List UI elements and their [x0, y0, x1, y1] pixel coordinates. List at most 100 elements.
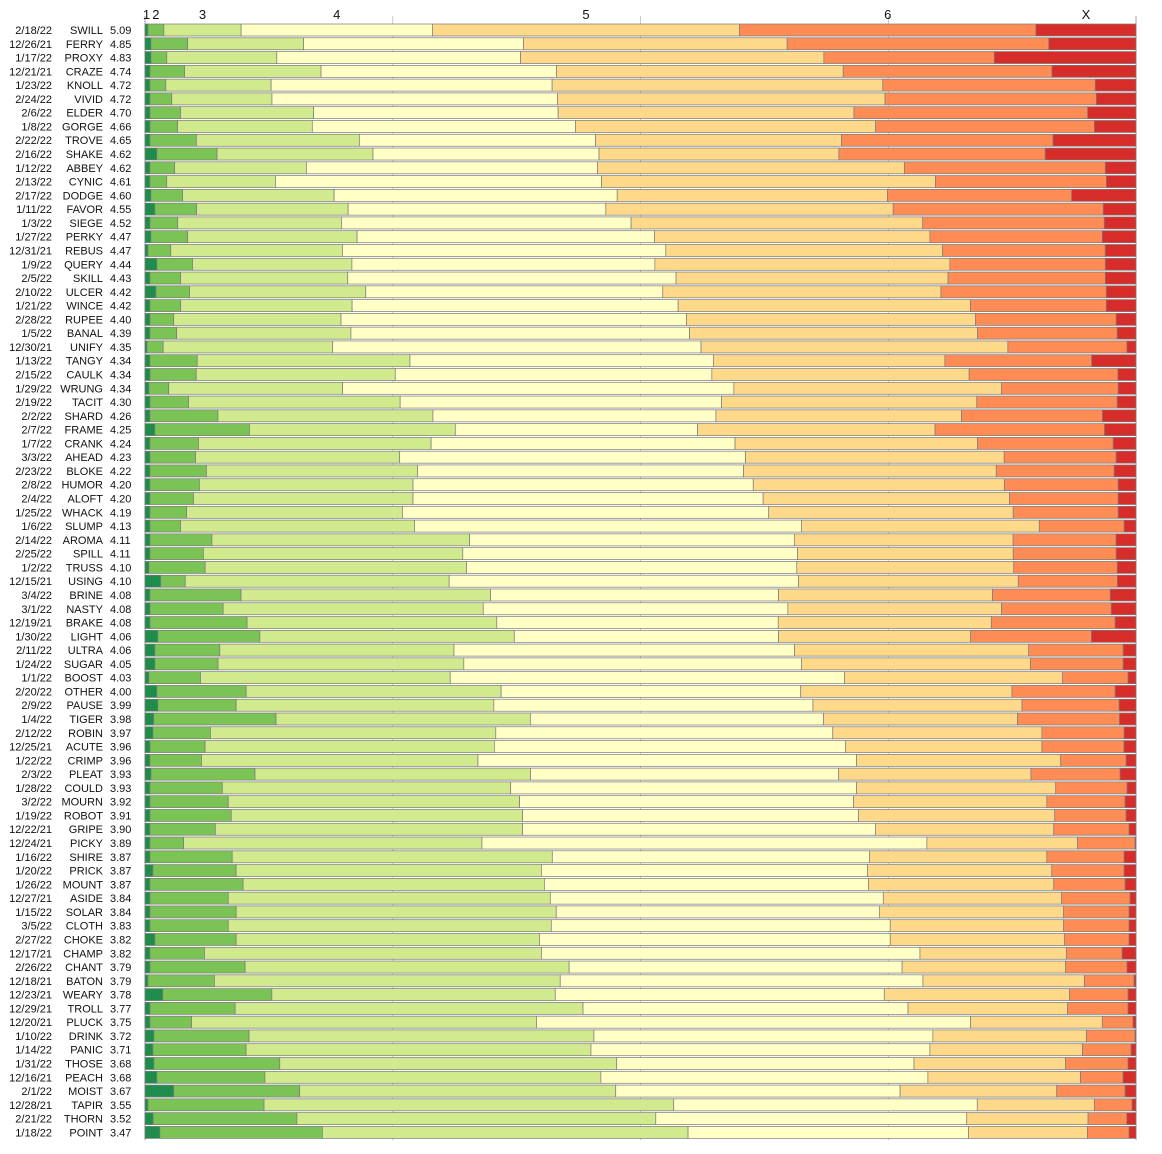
row-date-label: 12/26/21 [9, 39, 52, 51]
bar-segment-could-5 [856, 781, 1057, 795]
bar-segment-query-6 [949, 257, 1106, 271]
bar-segment-rebus-3 [170, 244, 343, 257]
bar-segment-thorn-3 [296, 1112, 657, 1125]
row-word-label: PEACH [65, 1072, 103, 1084]
row-average-label: 3.82 [110, 948, 131, 960]
bar-segment-rupee-6 [975, 313, 1117, 326]
bar-segment-troll-1 [144, 1002, 151, 1015]
row-average-label: 3.87 [110, 866, 131, 878]
row-word-label: BRAKE [66, 618, 103, 630]
bar-segment-slump-x [1123, 519, 1137, 533]
row-date-label: 12/17/21 [9, 948, 52, 960]
bar-segment-ahead-3 [195, 450, 401, 464]
bar-segment-vivid-1 [144, 92, 151, 106]
bar-segment-choke-2 [154, 933, 237, 946]
row-average-label: 4.25 [110, 425, 131, 437]
bar-segment-pluck-x [1132, 1015, 1137, 1029]
bar-segment-prick-5 [867, 864, 1053, 877]
row-date-label: 1/2/22 [21, 562, 52, 574]
row-average-label: 4.34 [110, 370, 131, 382]
bar-segment-baton-1 [144, 974, 149, 988]
bar-segment-wrung-4 [342, 381, 735, 395]
bar-segment-light-6 [970, 629, 1092, 643]
bar-segment-sugar-6 [1030, 657, 1124, 671]
row-average-label: 4.19 [110, 507, 131, 519]
bar-segment-aroma-x [1115, 533, 1137, 547]
bar-segment-craze-6 [842, 64, 1053, 78]
bar-segment-proxy-1 [144, 51, 152, 64]
row-average-label: 3.72 [110, 1031, 131, 1043]
row-average-label: 3.78 [110, 990, 131, 1002]
row-word-label: PAUSE [67, 700, 103, 712]
bar-segment-skill-2 [149, 271, 181, 285]
bar-segment-champ-3 [204, 946, 542, 960]
bar-segment-ahead-x [1115, 450, 1137, 464]
row-average-label: 5.09 [110, 25, 131, 37]
bar-segment-nasty-5 [787, 602, 1002, 616]
bar-segment-champ-5 [919, 946, 1067, 960]
bar-segment-tangy-x [1091, 354, 1137, 368]
row-average-label: 3.96 [110, 755, 131, 767]
top-label-x: X [1082, 7, 1091, 22]
bar-segment-pause-x [1118, 698, 1137, 712]
bar-segment-banal-x [1116, 326, 1137, 340]
bar-segment-ferry-3 [187, 37, 304, 51]
row-date-label: 2/13/22 [15, 177, 52, 189]
bar-segment-ahead-2 [149, 450, 196, 464]
row-average-label: 4.44 [110, 259, 131, 271]
bar-segment-query-1 [144, 257, 158, 271]
bar-segment-whack-2 [149, 505, 187, 519]
bar-segment-aroma-5 [793, 533, 1014, 547]
bar-segment-cloth-x [1128, 919, 1137, 933]
bar-segment-siege-x [1103, 216, 1137, 230]
row-word-label: CAULK [66, 370, 103, 382]
bar-segment-proxy-3 [166, 51, 278, 64]
bar-segment-knoll-5 [551, 78, 884, 92]
bar-segment-could-3 [221, 781, 512, 795]
row-date-label: 3/5/22 [21, 921, 52, 933]
bar-segment-crank-3 [198, 437, 432, 450]
bar-segment-shard-x [1102, 409, 1137, 423]
bar-segment-gorge-5 [575, 120, 876, 133]
bar-segment-frame-2 [154, 423, 250, 436]
bar-segment-crank-6 [977, 437, 1114, 450]
bar-segment-swill-x [1035, 23, 1137, 37]
bar-segment-drink-x [1134, 1029, 1137, 1043]
bar-segment-troll-4 [582, 1002, 909, 1015]
bar-segment-caulk-3 [195, 368, 396, 381]
bar-segment-brake-2 [149, 616, 248, 629]
row-date-label: 12/23/21 [9, 990, 52, 1002]
bar-segment-choke-3 [235, 933, 540, 946]
bar-segment-rupee-1 [144, 313, 151, 326]
row-average-label: 4.43 [110, 273, 131, 285]
bar-segment-ahead-1 [144, 450, 151, 464]
bar-segment-gorge-x [1094, 120, 1137, 133]
row-date-label: 1/20/22 [15, 866, 52, 878]
row-date-label: 2/19/22 [15, 397, 52, 409]
bar-segment-humor-6 [1004, 478, 1119, 492]
bar-segment-slump-2 [149, 519, 181, 533]
bar-segment-moist-x [1124, 1084, 1137, 1098]
row-date-label: 1/8/22 [21, 121, 52, 133]
bar-segment-pluck-1 [144, 1015, 151, 1029]
bar-segment-ultra-6 [1028, 643, 1124, 657]
bar-segment-crimp-x [1125, 753, 1137, 767]
bar-segment-swill-3 [163, 23, 242, 37]
bar-segment-cynic-1 [144, 175, 151, 188]
bar-segment-drink-5 [932, 1029, 1087, 1043]
row-date-label: 12/25/21 [9, 742, 52, 754]
bar-segment-sugar-1 [144, 657, 156, 671]
row-word-label: ALOFT [68, 494, 104, 506]
bar-segment-knoll-6 [882, 78, 1096, 92]
bar-segment-dodge-4 [333, 189, 618, 202]
bar-segment-siege-2 [149, 216, 179, 230]
row-date-label: 3/2/22 [21, 797, 52, 809]
row-date-label: 2/23/22 [15, 466, 52, 478]
row-average-label: 4.03 [110, 673, 131, 685]
bar-segment-knoll-2 [149, 78, 167, 92]
bar-segment-choke-6 [1064, 933, 1130, 946]
row-average-label: 4.70 [110, 108, 131, 120]
bar-segment-bloke-6 [995, 464, 1115, 478]
row-word-label: BOOST [64, 673, 103, 685]
